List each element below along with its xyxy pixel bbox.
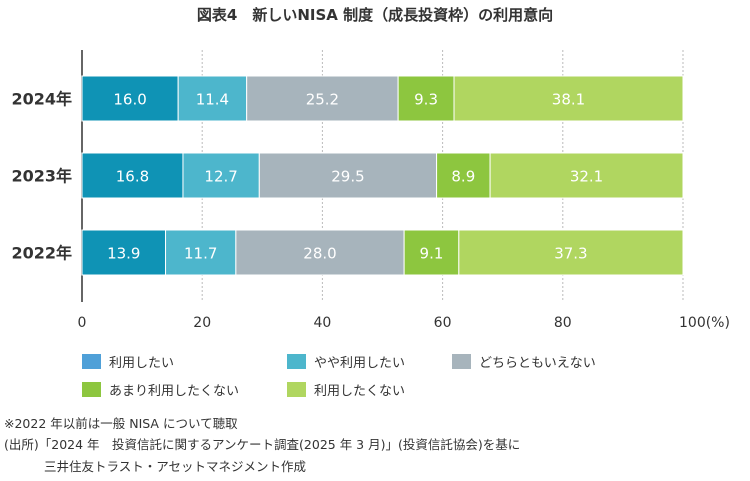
bar-segment (81, 229, 167, 276)
legend-item: 利用したい (82, 352, 174, 371)
data-label: 11.7 (184, 245, 217, 263)
footnote: ※2022 年以前は一般 NISA について聴取 (4, 416, 238, 431)
bar-segment (246, 75, 399, 122)
data-label: 12.7 (204, 168, 237, 186)
legend-swatch (82, 354, 101, 369)
bar-segment (182, 152, 260, 199)
bar-segment (458, 229, 684, 276)
bar-segment (81, 152, 184, 199)
category-label: 2023年 (11, 167, 72, 186)
x-tick-label: 100(%) (679, 315, 730, 331)
stacked-bar-chart: 0 20 40 60 80 100(%) 2024年 16.0 11.4 25.2 9.3 38.1 2… (11, 50, 730, 331)
x-tick-label: 0 (78, 315, 87, 331)
data-label: 28.0 (303, 245, 336, 263)
x-tick-label: 40 (313, 315, 331, 331)
bar-segment (235, 229, 405, 276)
source-note-2: 三井住友トラスト・アセットマネジメント作成 (44, 459, 307, 474)
data-label: 16.0 (113, 91, 146, 109)
legend-label: 利用したい (109, 356, 175, 371)
x-tick-label: 20 (193, 315, 211, 331)
legend-item: やや利用したい (287, 352, 405, 371)
data-label: 9.3 (414, 91, 438, 109)
data-label: 29.5 (331, 168, 364, 186)
data-label: 16.8 (116, 168, 149, 186)
x-tick-label: 60 (434, 315, 452, 331)
legend-item: どちらともいえない (452, 352, 596, 371)
bar-segment (397, 75, 455, 122)
x-tick-label: 80 (554, 315, 572, 331)
category-label: 2024年 (11, 90, 72, 109)
legend-label: あまり利用したくない (109, 384, 240, 399)
bar-segment (489, 152, 684, 199)
bar-segment (258, 152, 438, 199)
data-label: 25.2 (306, 91, 339, 109)
legend-label: どちらともいえない (479, 356, 596, 371)
chart-title: 図表4 新しいNISA 制度（成長投資枠）の利用意向 (196, 6, 554, 24)
data-label: 9.1 (420, 245, 444, 263)
legend-item: あまり利用したくない (82, 380, 239, 399)
bar-segment (177, 75, 248, 122)
data-label: 37.3 (554, 245, 587, 263)
legend-label: 利用したくない (314, 384, 406, 399)
bar-segment (403, 229, 460, 276)
legend-label: やや利用したい (314, 356, 406, 371)
bar-segment (453, 75, 684, 122)
data-label: 13.9 (107, 245, 140, 263)
legend-swatch (452, 354, 471, 369)
data-label: 32.1 (570, 168, 603, 186)
legend-item: 利用したくない (287, 380, 405, 399)
legend-swatch (82, 382, 101, 397)
bar-segment (165, 229, 237, 276)
legend-swatch (287, 354, 306, 369)
legend-swatch (287, 382, 306, 397)
category-label: 2022年 (11, 244, 72, 263)
source-note: (出所)「2024 年 投資信託に関するアンケート調査(2025 年 3 月)」… (4, 437, 521, 452)
data-label: 11.4 (196, 91, 229, 109)
data-label: 8.9 (451, 168, 475, 186)
data-label: 38.1 (552, 91, 585, 109)
